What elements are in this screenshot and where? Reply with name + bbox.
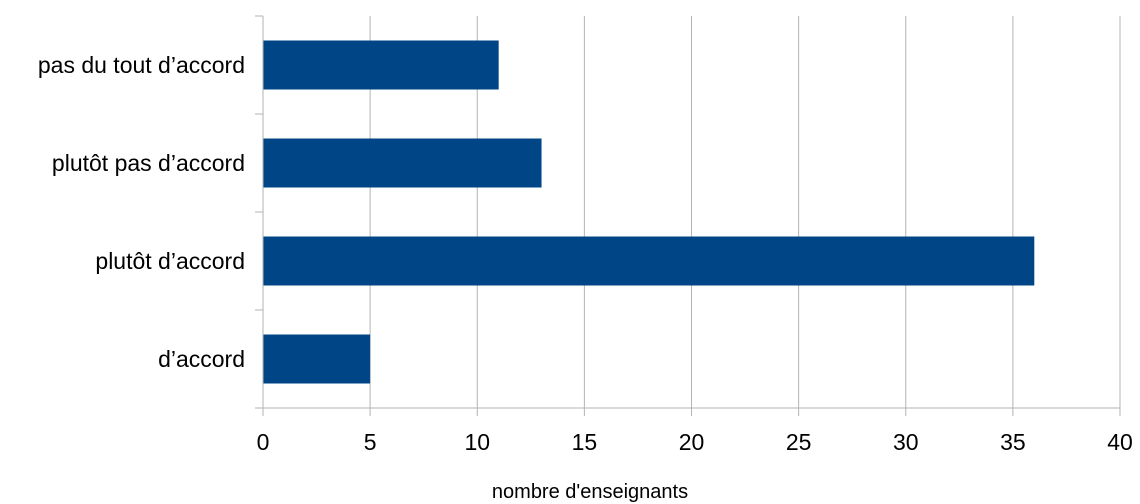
- x-tick-label: 10: [464, 429, 490, 455]
- category-label: pas du tout d’accord: [38, 52, 245, 78]
- category-label: plutôt pas d’accord: [52, 150, 245, 176]
- category-label: d’accord: [158, 346, 245, 372]
- category-label: plutôt d’accord: [95, 248, 245, 274]
- x-tick-label: 25: [786, 429, 812, 455]
- bar: [263, 236, 1035, 286]
- x-tick-label: 5: [364, 429, 377, 455]
- x-tick-label: 0: [257, 429, 270, 455]
- bar: [263, 40, 499, 90]
- x-axis-title: nombre d'enseignants: [492, 481, 688, 503]
- labels: 0 5 10 15 20 25 30 35 40 d’accord plutôt d’accord p…: [38, 52, 1133, 455]
- x-tick-label: 40: [1107, 429, 1133, 455]
- x-tick-label: 30: [893, 429, 919, 455]
- axes: [255, 15, 1121, 416]
- bar: [263, 138, 542, 188]
- x-tick-label: 20: [679, 429, 705, 455]
- x-tick-label: 15: [572, 429, 598, 455]
- bar: [263, 334, 371, 384]
- bars: [263, 40, 1035, 384]
- x-tick-label: 35: [1000, 429, 1026, 455]
